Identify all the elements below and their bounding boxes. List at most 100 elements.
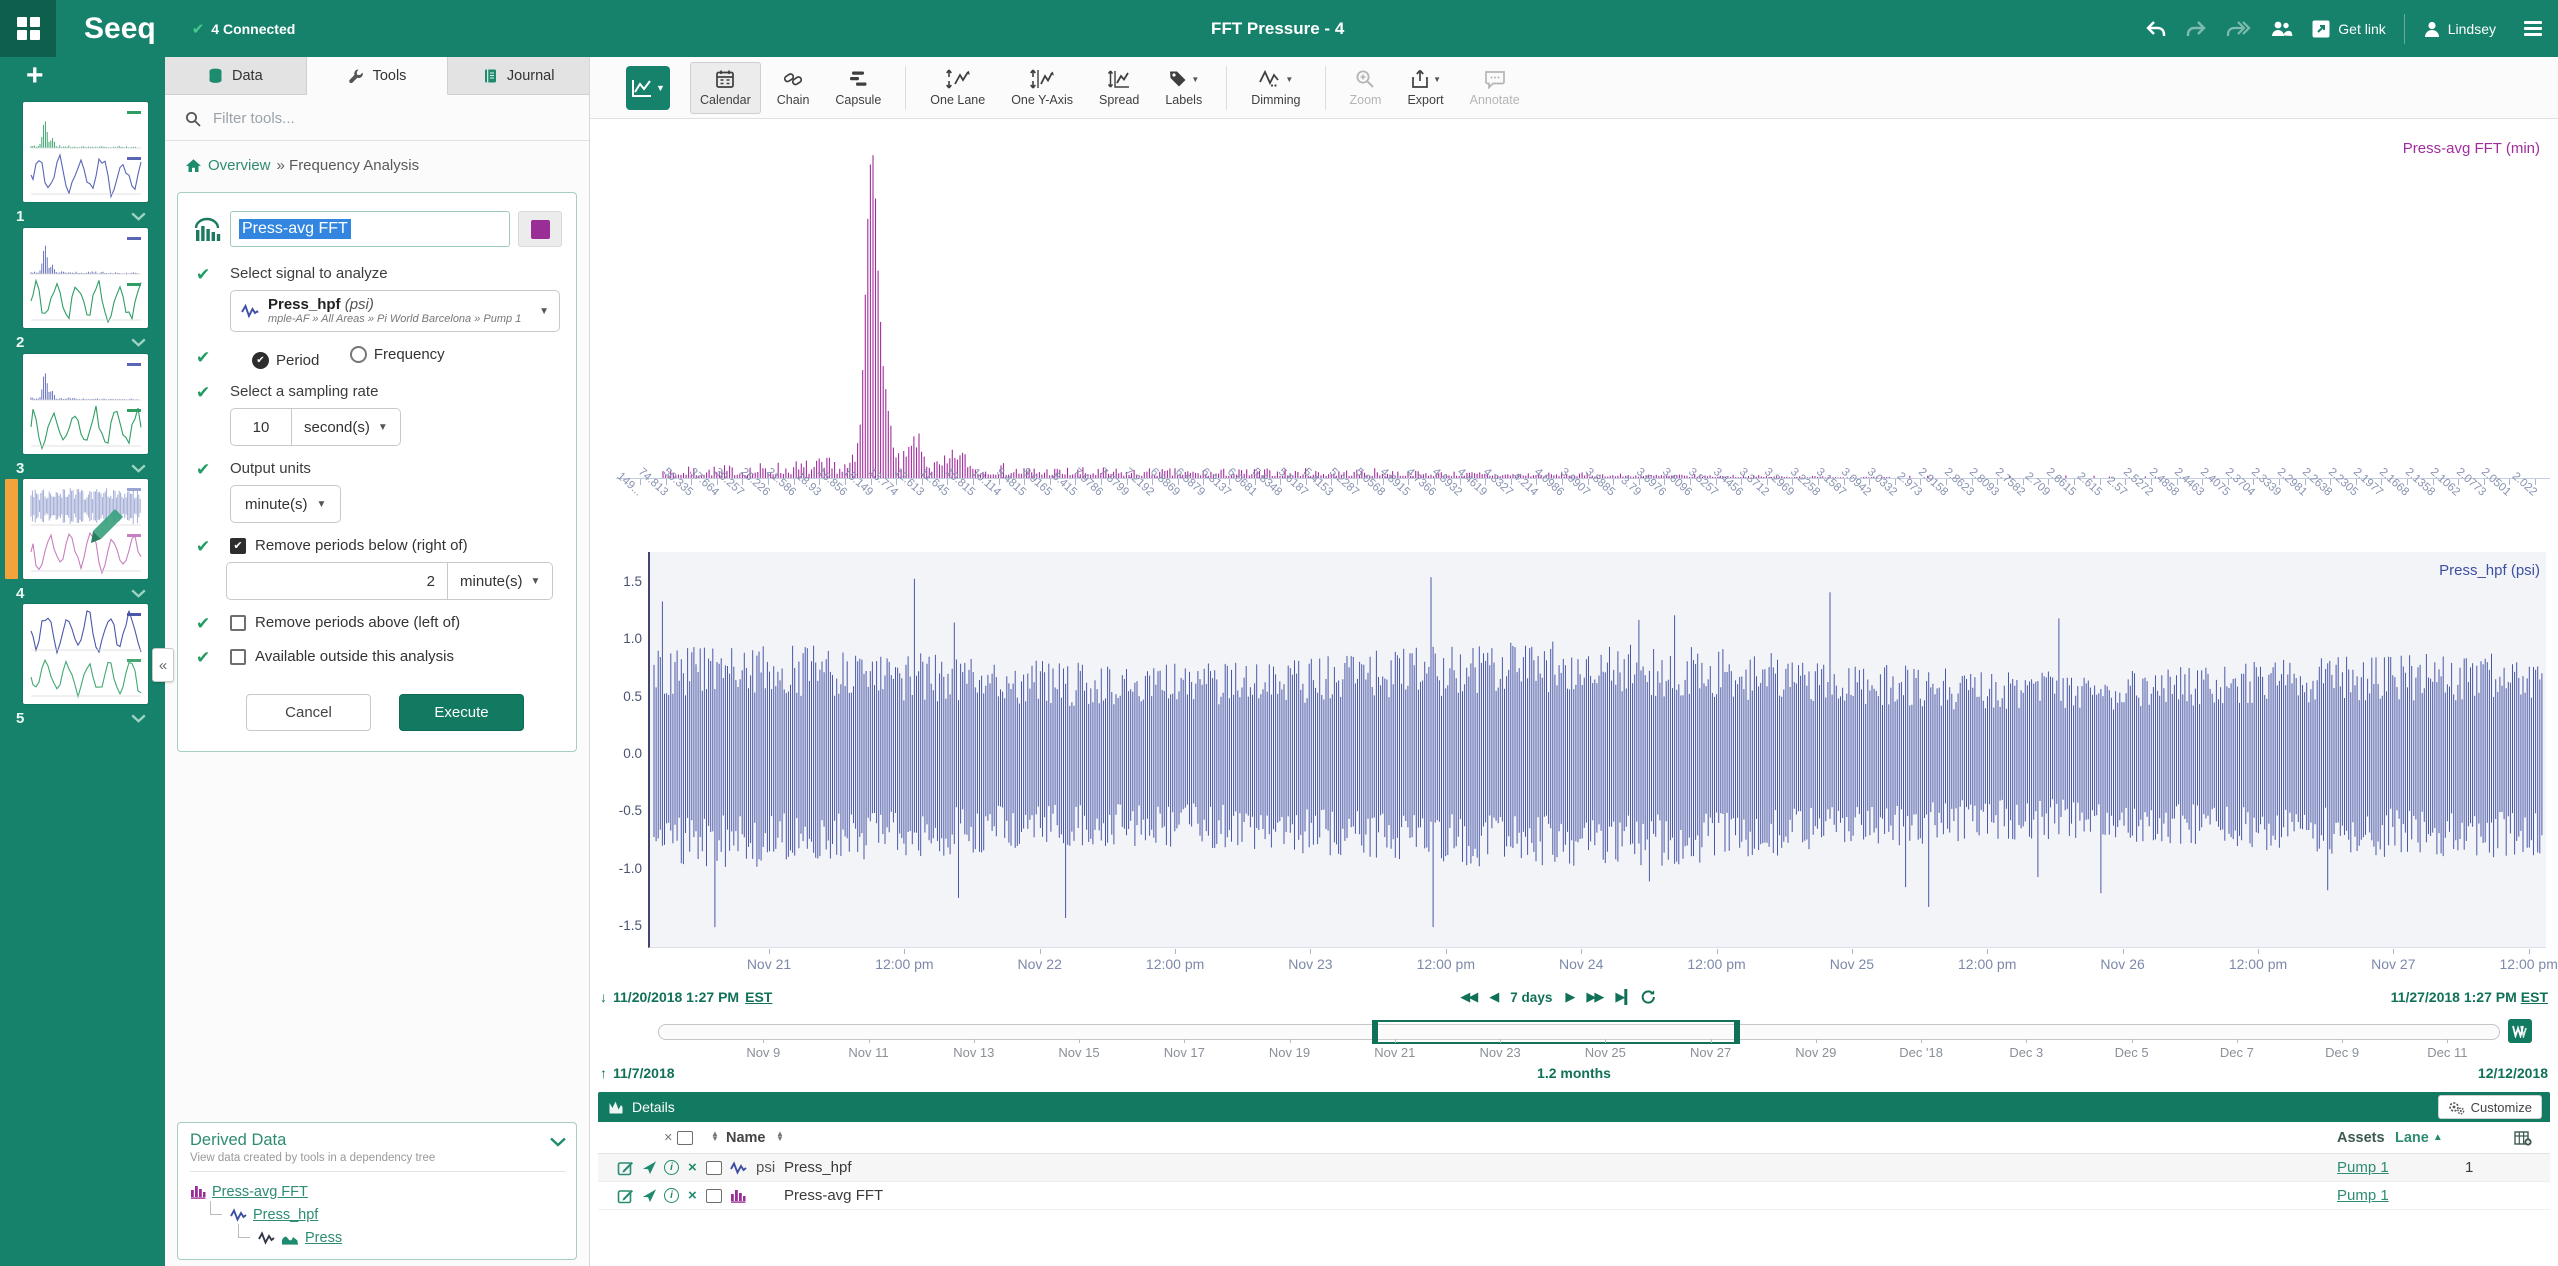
investigate-end[interactable]: 12/12/2018 [2478,1065,2548,1081]
remove-item-button[interactable]: × [688,1154,697,1181]
investigate-duration[interactable]: 1.2 months [1537,1065,1611,1081]
fft-chart[interactable] [630,127,2546,479]
skip-to-now-button[interactable]: ▶ [1615,989,1627,1005]
remove-all-column[interactable]: × [664,1122,672,1153]
time-axis-tick [1175,949,1176,954]
connection-status[interactable]: ✔ 4 Connected [192,20,296,38]
toolbar-export-button[interactable]: ▼ Export [1397,62,1453,114]
output-units-dropdown[interactable]: minute(s)▼ [230,485,341,523]
worksheet-label-5[interactable]: 5 [16,707,148,729]
home-icon[interactable] [185,158,202,173]
item-asset-link[interactable]: Pump 1 [2337,1154,2389,1181]
details-row-Press_hpf[interactable]: i×psiPress_hpfPump 11 [598,1154,2550,1182]
sort-icon[interactable]: ▲▼ [711,1131,719,1141]
remove-item-button[interactable]: × [688,1182,697,1209]
row-checkbox[interactable] [706,1182,722,1209]
available-outside-checkbox[interactable]: Available outside this analysis [230,648,564,665]
remove-below-checkbox[interactable]: ✔ Remove periods below (right of) [230,537,564,554]
row-checkbox[interactable] [706,1154,722,1181]
item-info-button[interactable]: i [664,1182,679,1209]
toolbar-dimming-button[interactable]: ▼ Dimming [1241,62,1310,114]
tab-journal[interactable]: Journal [448,57,589,94]
range-duration[interactable]: 7 days [1510,990,1552,1005]
edit-item-button[interactable] [617,1154,634,1181]
range-end[interactable]: 11/27/2018 1:27 PM EST [2391,989,2548,1005]
collapse-sidebar-handle[interactable]: « [152,648,174,682]
cancel-button[interactable]: Cancel [246,694,371,731]
timezone-link[interactable]: EST [745,989,772,1005]
remove-below-unit-dropdown[interactable]: minute(s)▼ [448,562,553,600]
auto-update-button[interactable] [2508,1019,2532,1043]
worksheet-thumbnail-3[interactable] [23,354,148,454]
radio-frequency[interactable]: Frequency [350,346,445,363]
display-range-selection[interactable] [1372,1020,1740,1044]
signal-lane-label[interactable]: Press_hpf (psi) [2439,562,2540,579]
color-picker-button[interactable] [518,211,562,247]
item-name[interactable]: Press_hpf [784,1154,852,1181]
step-back-large-button[interactable]: ◀◀ [1460,989,1476,1005]
send-to-button[interactable] [642,1182,657,1209]
refresh-icon[interactable] [1640,989,1656,1005]
redo-all-button[interactable] [2225,20,2251,38]
user-menu[interactable]: Lindsey [2423,20,2496,38]
worksheet-thumbnail-5[interactable] [23,604,148,704]
capsule-time-icon [848,69,868,89]
worksheet-label-3[interactable]: 3 [16,457,148,479]
worksheet-label-2[interactable]: 2 [16,331,148,353]
add-worksheet-button[interactable]: + [0,57,165,93]
step-forward-button[interactable]: ▶ [1565,989,1573,1005]
redo-button[interactable] [2185,20,2207,38]
toolbar-spread-button[interactable]: Spread [1089,62,1149,114]
item-asset-link[interactable]: Pump 1 [2337,1182,2389,1209]
step-forward-large-button[interactable]: ▶▶ [1586,989,1602,1005]
toolbar-one-y-axis-button[interactable]: One Y-Axis [1001,62,1083,114]
breadcrumb-overview[interactable]: Overview [208,157,271,174]
tab-data[interactable]: Data [165,57,307,94]
pressure-signal-chart[interactable] [650,552,2546,947]
execute-button[interactable]: Execute [399,694,524,731]
assets-column-header[interactable]: Assets [2337,1122,2385,1153]
tab-tools[interactable]: Tools [307,57,449,95]
undo-button[interactable] [2145,20,2167,38]
send-to-button[interactable] [642,1154,657,1181]
item-info-button[interactable]: i [664,1154,679,1181]
result-name-input[interactable]: Press-avg FFT [230,211,510,247]
hamburger-menu-button[interactable] [2524,21,2542,36]
toolbar-calendar-button[interactable]: Calendar [690,62,761,114]
share-users-button[interactable] [2269,20,2293,38]
worksheet-label-1[interactable]: 1 [16,205,148,227]
step-back-button[interactable]: ◀ [1489,989,1497,1005]
worksheet-thumbnail-1[interactable] [23,102,148,202]
investigate-start[interactable]: ↑11/7/2018 [600,1065,675,1081]
app-grid-button[interactable] [0,0,56,57]
radio-period[interactable]: ✔ Period [252,352,319,369]
get-link-button[interactable]: Get link [2311,19,2385,39]
add-column-button[interactable] [2514,1122,2532,1153]
worksheet-thumbnail-4[interactable] [23,479,148,579]
timezone-link[interactable]: EST [2521,989,2548,1005]
lane-column-header[interactable]: Lane ▲ [2395,1122,2443,1153]
signal-select-dropdown[interactable]: Press_hpf (psi) mple-AF » All Areas » Pi… [230,290,560,332]
chevron-down-icon[interactable] [550,1137,566,1147]
remove-above-checkbox[interactable]: Remove periods above (left of) [230,614,564,631]
toolbar-chain-button[interactable]: Chain [767,62,820,114]
signal-lane[interactable] [648,552,2546,948]
select-all-checkbox[interactable] [677,1122,693,1153]
sort-icon[interactable]: ▲▼ [776,1131,784,1141]
view-selector-button[interactable]: ▼ [626,66,670,110]
name-column-header[interactable]: Name [726,1122,766,1153]
sampling-rate-input[interactable]: 10 [230,408,292,446]
customize-button[interactable]: Customize [2438,1095,2542,1119]
filter-tools-input[interactable] [211,109,511,128]
toolbar-labels-button[interactable]: ▼ Labels [1155,62,1212,114]
toolbar-one-lane-button[interactable]: One Lane [920,62,995,114]
edit-item-button[interactable] [617,1182,634,1209]
toolbar-capsule-button[interactable]: Capsule [825,62,891,114]
worksheet-label-4[interactable]: 4 [16,582,148,604]
item-name[interactable]: Press-avg FFT [784,1182,883,1209]
range-start[interactable]: ↓ 11/20/2018 1:27 PM EST [600,989,772,1005]
details-row-Press-avg FFT[interactable]: i × Press-avg FFT Pump 1 [598,1182,2550,1210]
worksheet-thumbnail-2[interactable] [23,228,148,328]
remove-below-value-input[interactable]: 2 [226,562,448,600]
sampling-unit-dropdown[interactable]: second(s)▼ [292,408,401,446]
